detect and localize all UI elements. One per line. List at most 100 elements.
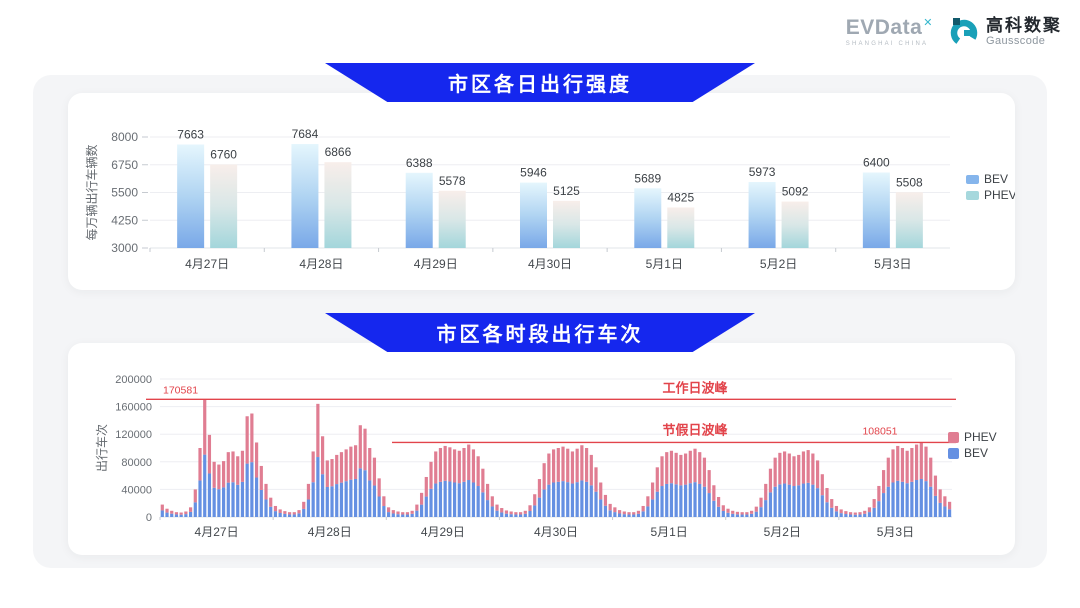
phev-bar [655,467,659,492]
phev-bar [641,505,645,512]
bev-bar [287,514,292,517]
bev-bar [872,507,876,517]
phev-bar [443,445,447,481]
chart-title-banner-daily: 市区各日出行强度 [325,63,755,102]
phev-bar [231,451,235,483]
phev-bar [193,489,197,503]
evdata-wordmark: EVData [845,16,923,39]
daily-chart-title: 市区各日出行强度 [448,74,632,96]
legend-swatch [966,175,979,184]
bev-bar [556,481,560,517]
bev-bar [660,486,664,517]
header: EVData✕ SHANGHAI CHINA 高科数聚 Gausscode [846,16,1062,48]
legend-swatch [948,432,959,443]
phev-bar [523,510,527,514]
phev-bar [368,448,372,481]
phev-bar [726,508,730,513]
bev-bar [250,462,254,517]
bev-bar [754,511,758,517]
phev-bar [853,512,857,515]
phev-bar [264,483,268,500]
evdata-logo-text: EVData✕ [846,17,933,38]
phev-bar [462,448,466,482]
phev-bar [448,447,452,482]
phev-bar [165,508,169,513]
phev-bar [815,460,820,489]
bev-bar [820,495,824,517]
legend-item-bev[interactable]: BEV [948,446,988,460]
bev-bar [528,510,532,517]
phev-bar [872,499,876,508]
phev-bar [896,445,900,481]
phev-bar [287,512,292,515]
y-tick-label: 4250 [111,213,138,227]
gausscode-mark-icon [950,18,978,47]
gausscode-cn: 高科数聚 [986,16,1062,35]
bev-bar [485,500,490,517]
workday-peak-value: 170581 [163,384,198,396]
bev-bar [575,482,579,517]
daily-intensity-card: 3000 4250 5500 6750 8000 每万辆出行车辆数 7663 6760 4月27… [68,93,1015,290]
x-axis-label: 5月2日 [764,525,801,539]
phev-bar [353,445,358,479]
phev-bar [782,451,787,484]
bev-bar [702,486,707,517]
x-axis-label: 4月27日 [185,257,229,271]
phev-bar [679,454,683,486]
phev-bar [292,512,296,515]
y-tick-label: 200000 [115,374,152,386]
bev-bar [481,492,485,517]
bev-bar [834,511,839,517]
phev-bar [547,453,551,485]
legend-item-phev[interactable]: PHEV [948,430,997,444]
phev-bar [528,505,532,511]
legend-item-bev[interactable]: BEV [966,172,1008,186]
legend-swatch [966,191,979,200]
phev-bar [210,164,238,248]
x-axis-label: 4月27日 [195,525,239,539]
bev-bar [386,512,391,517]
hourly-trips-chart: 0 40000 80000 120000 160000 200000 出行车次 4月27日 4月… [94,374,997,539]
bev-bar [320,474,325,517]
phev-bar [787,453,791,485]
bev-bar [905,483,909,517]
bev-bar [520,182,547,248]
bev-bar [434,483,438,517]
bev-bar [716,506,721,517]
x-axis-label: 4月30日 [528,257,572,271]
phev-bar [551,449,556,483]
phev-bar [820,474,824,496]
bev-bar [259,489,263,517]
bev-bar [335,484,339,517]
bev-bar [184,514,188,517]
phev-bar [575,448,579,483]
gausscode-logo: 高科数聚 Gausscode [949,16,1062,48]
bev-bar [212,487,216,517]
bev-bar [349,479,353,517]
bev-bar [853,514,857,517]
bev-bar [401,514,405,517]
bev-bar [448,481,452,517]
phev-bar [518,512,523,515]
bev-bar [198,480,202,517]
bev-bar [665,483,669,517]
phev-bar [542,463,546,490]
bev-bar [297,513,301,517]
phev-bar [613,507,617,513]
phev-bar [731,510,735,514]
bev-bar [740,514,744,517]
hourly-trips-card: 0 40000 80000 120000 160000 200000 出行车次 4月27日 4月… [68,343,1015,555]
legend-item-phev[interactable]: PHEV [966,188,1015,202]
phev-bar [801,451,806,484]
bev-bar [509,514,513,517]
phev-bar [226,452,230,483]
phev-bar [570,451,575,484]
phev-bar [792,456,796,487]
bev-bar [801,483,806,517]
bev-bar [688,483,692,517]
phev-bar [566,448,570,483]
bev-bar [848,514,853,517]
workday-peak-label: 工作日波峰 [662,380,728,395]
phev-bar [806,450,810,483]
bev-bar [862,172,890,248]
